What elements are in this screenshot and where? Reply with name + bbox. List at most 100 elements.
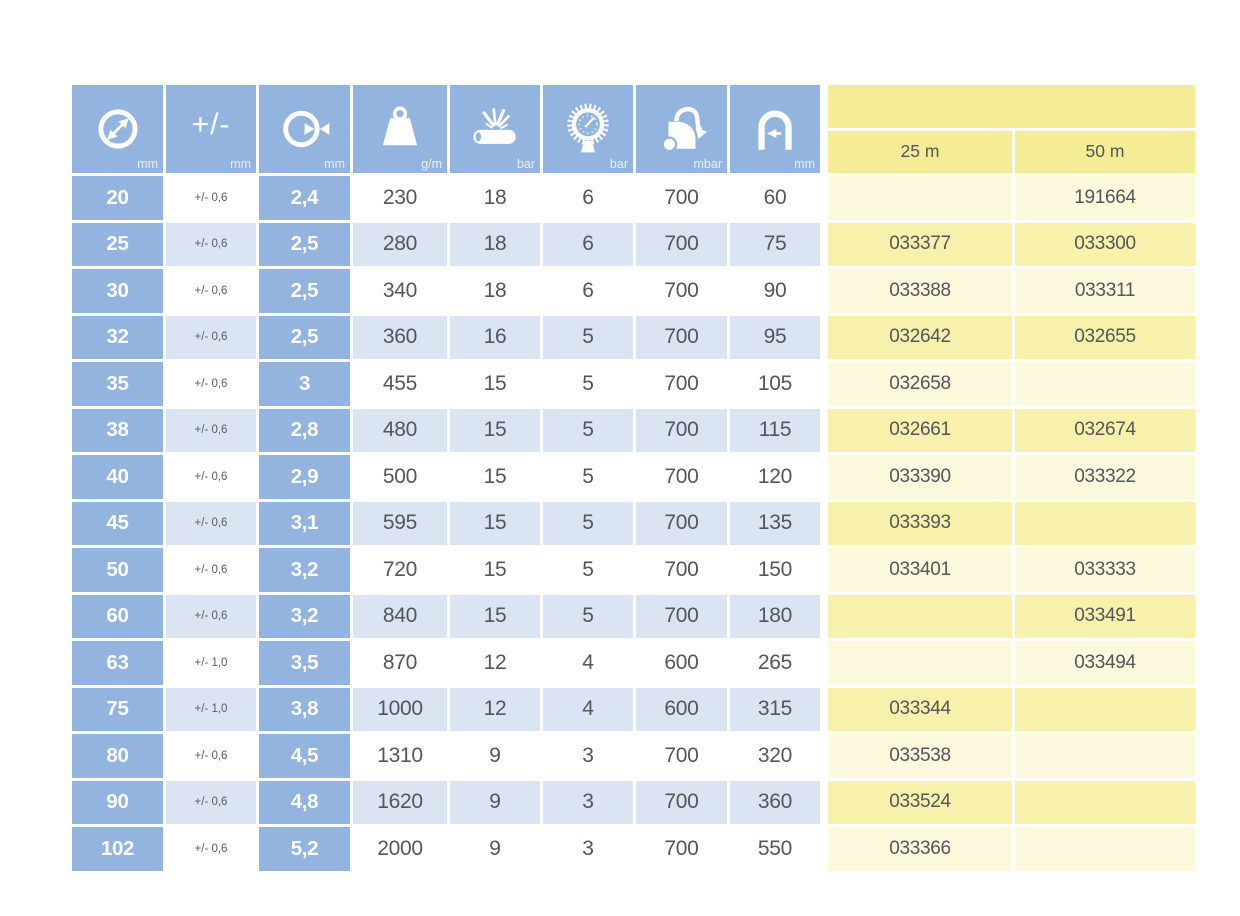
working-pressure-cell: 3 [543, 734, 633, 778]
unit-label: mm [794, 157, 815, 171]
bend-radius-cell: 265 [730, 641, 820, 685]
wall-thickness-cell: 2,9 [259, 455, 350, 499]
part-number-25m-cell: 033401 [828, 548, 1012, 592]
column-gap [823, 362, 825, 406]
working-pressure-cell: 5 [543, 315, 633, 359]
working-pressure-cell: 6 [543, 176, 633, 220]
unit-label: mm [137, 157, 158, 171]
hose-spec-table: mm +/- mm mm g/m [72, 85, 1195, 874]
tolerance-cell: +/- 0,6 [166, 501, 256, 545]
table-row: 60 +/- 0,6 3,2 840 15 5 700 180 033491 [72, 594, 1195, 638]
column-gap [823, 176, 825, 220]
tolerance-cell: +/- 0,6 [166, 455, 256, 499]
vacuum-cell: 700 [636, 455, 727, 499]
part-number-25m-cell: 033377 [828, 222, 1012, 266]
column-gap [823, 316, 825, 360]
table-header: mm +/- mm mm g/m [72, 85, 1195, 173]
burst-pressure-cell: 12 [450, 687, 540, 731]
inner-diameter-cell: 102 [72, 827, 163, 871]
part-number-25m-cell: 033524 [828, 780, 1012, 824]
part-number-25m-cell: 033344 [828, 687, 1012, 731]
column-gap [823, 409, 825, 453]
table-body: 20 +/- 0,6 2,4 230 18 6 700 60 191664 25 +/- 0,6 2,… [72, 176, 1195, 871]
weight-cell: 500 [353, 455, 447, 499]
wall-thickness-header-cell: mm [259, 85, 350, 173]
bend-radius-cell: 360 [730, 780, 820, 824]
tolerance-label: +/- [191, 108, 231, 141]
bend-radius-cell: 75 [730, 222, 820, 266]
wall-thickness-cell: 3,8 [259, 687, 350, 731]
part-number-50m-cell: 033494 [1015, 641, 1195, 685]
bend-radius-cell: 105 [730, 362, 820, 406]
table-row: 45 +/- 0,6 3,1 595 15 5 700 135 033393 [72, 501, 1195, 545]
vacuum-cell: 700 [636, 315, 727, 359]
part-number-25m-cell: 033390 [828, 455, 1012, 499]
unit-label: mm [230, 157, 251, 171]
burst-pressure-cell: 15 [450, 548, 540, 592]
column-gap [823, 781, 825, 825]
weight-cell: 2000 [353, 827, 447, 871]
table-row: 32 +/- 0,6 2,5 360 16 5 700 95 032642 032655 [72, 315, 1195, 360]
part-number-25m-cell: 032642 [828, 315, 1012, 359]
inner-diameter-cell: 35 [72, 362, 163, 406]
merged-yellow-header-cell [828, 85, 1195, 128]
table-row: 25 +/- 0,6 2,5 280 18 6 700 75 033377 033300 [72, 222, 1195, 267]
burst-pressure-cell: 12 [450, 641, 540, 685]
table-row: 38 +/- 0,6 2,8 480 15 5 700 115 032661 032674 [72, 408, 1195, 453]
bend-radius-cell: 180 [730, 594, 820, 638]
working-pressure-icon [567, 103, 609, 153]
part-number-50m-cell [1015, 734, 1195, 778]
weight-cell: 870 [353, 641, 447, 685]
wall-thickness-icon [282, 110, 329, 148]
burst-pressure-cell: 9 [450, 780, 540, 824]
burst-pressure-icon [473, 108, 516, 144]
column-gap [823, 223, 825, 267]
weight-cell: 340 [353, 269, 447, 313]
burst-pressure-cell: 9 [450, 734, 540, 778]
vacuum-cell: 700 [636, 176, 727, 220]
part-number-50m-cell: 191664 [1015, 176, 1195, 220]
vacuum-cell: 600 [636, 687, 727, 731]
part-number-25m-cell: 032658 [828, 362, 1012, 406]
bend-radius-icon [758, 110, 792, 150]
tolerance-cell: +/- 0,6 [166, 734, 256, 778]
tolerance-cell: +/- 0,6 [166, 548, 256, 592]
length-25m-header: 25 m [828, 130, 1012, 173]
part-number-50m-cell: 033311 [1015, 269, 1195, 313]
part-number-25m-cell: 032661 [828, 408, 1012, 452]
part-number-50m-cell: 033300 [1015, 222, 1195, 266]
vacuum-cell: 700 [636, 408, 727, 452]
inner-diameter-cell: 80 [72, 734, 163, 778]
part-number-25m-cell: 033388 [828, 269, 1012, 313]
part-number-25m-cell [828, 594, 1012, 638]
burst-pressure-cell: 16 [450, 315, 540, 359]
length-50m-header: 50 m [1015, 130, 1195, 173]
vacuum-cell: 700 [636, 734, 727, 778]
working-pressure-cell: 5 [543, 362, 633, 406]
bend-radius-cell: 90 [730, 269, 820, 313]
vacuum-cell: 600 [636, 641, 727, 685]
vacuum-cell: 700 [636, 362, 727, 406]
inner-diameter-cell: 60 [72, 594, 163, 638]
bend-radius-cell: 150 [730, 548, 820, 592]
inner-diameter-cell: 32 [72, 315, 163, 359]
part-number-25m-cell: 033538 [828, 734, 1012, 778]
tolerance-cell: +/- 0,6 [166, 269, 256, 313]
weight-cell: 280 [353, 222, 447, 266]
tolerance-cell: +/- 0,6 [166, 780, 256, 824]
unit-label: g/m [421, 157, 442, 171]
part-number-25m-cell: 033366 [828, 827, 1012, 871]
column-gap [823, 827, 825, 871]
weight-per-meter-icon [382, 106, 418, 146]
burst-pressure-cell: 18 [450, 176, 540, 220]
column-gap [823, 455, 825, 499]
table-row: 50 +/- 0,6 3,2 720 15 5 700 150 033401 033333 [72, 548, 1195, 592]
vacuum-header-cell: mbar [636, 85, 727, 173]
weight-cell: 840 [353, 594, 447, 638]
working-pressure-cell: 5 [543, 455, 633, 499]
vacuum-icon [660, 106, 707, 153]
vacuum-cell: 700 [636, 269, 727, 313]
column-gap [823, 269, 825, 313]
working-pressure-cell: 5 [543, 548, 633, 592]
working-pressure-cell: 6 [543, 269, 633, 313]
